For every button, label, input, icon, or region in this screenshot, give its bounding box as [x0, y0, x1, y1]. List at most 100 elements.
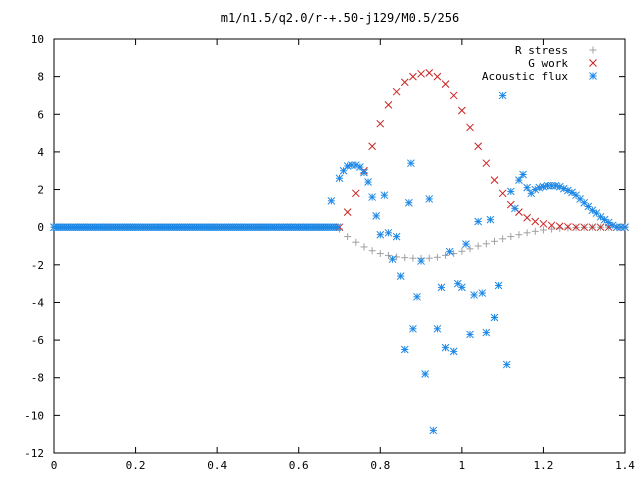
point-plus: [368, 247, 376, 255]
x-tick-label: 0.8: [370, 459, 390, 472]
point-star: [466, 330, 474, 339]
point-plus: [409, 254, 417, 262]
y-tick-label: -4: [31, 296, 45, 309]
point-star: [388, 255, 397, 264]
legend-marker: [589, 59, 597, 67]
legend-label: Acoustic flux: [482, 70, 568, 83]
point-cross: [531, 217, 540, 226]
point-plus: [499, 235, 507, 243]
point-star-baseline: [333, 223, 342, 232]
x-tick-label: 1: [459, 459, 466, 472]
x-tick-label: 0.2: [126, 459, 146, 472]
point-plus: [376, 250, 384, 258]
point-star: [327, 196, 336, 205]
point-star: [486, 215, 495, 224]
series-2: [50, 91, 629, 435]
point-cross: [409, 72, 417, 81]
point-cross: [400, 78, 409, 87]
point-plus: [515, 231, 523, 239]
point-cross: [580, 223, 589, 232]
point-star: [478, 289, 487, 297]
legend-marker: [589, 72, 597, 80]
point-cross: [588, 223, 597, 232]
point-plus: [458, 247, 466, 255]
point-cross: [425, 69, 434, 77]
point-star: [417, 257, 425, 265]
series-0: [336, 223, 629, 262]
point-cross: [539, 219, 548, 228]
point-star: [368, 193, 376, 201]
point-star: [506, 187, 515, 196]
point-cross: [572, 223, 580, 232]
point-star: [356, 163, 364, 171]
point-star: [515, 176, 523, 184]
x-tick-label: 1.2: [533, 459, 553, 472]
point-plus: [474, 242, 482, 250]
point-star: [413, 292, 421, 301]
point-cross: [351, 189, 360, 198]
point-cross: [441, 80, 450, 89]
point-star: [372, 212, 381, 220]
point-cross: [368, 142, 376, 151]
y-tick-label: -2: [31, 259, 44, 272]
point-cross: [564, 222, 572, 231]
point-star: [511, 204, 519, 213]
legend-label: R stress: [515, 44, 568, 57]
point-star: [458, 283, 466, 292]
point-star: [407, 159, 415, 168]
point-star: [502, 360, 511, 369]
point-plus: [384, 251, 392, 259]
point-cross: [384, 101, 393, 109]
data-marks: [50, 69, 629, 435]
y-tick-label: 6: [37, 108, 44, 121]
series-1: [335, 69, 629, 232]
point-cross: [555, 222, 564, 231]
y-tick-label: -10: [24, 409, 44, 422]
point-star: [523, 183, 531, 192]
point-star: [429, 426, 438, 435]
point-star: [445, 247, 454, 256]
x-tick-label: 0: [51, 459, 58, 472]
point-plus: [539, 226, 547, 234]
point-star: [433, 324, 442, 333]
point-plus: [442, 251, 450, 259]
y-tick-label: 10: [31, 33, 44, 46]
point-star: [396, 272, 405, 280]
point-cross: [498, 189, 507, 198]
point-plus: [482, 240, 490, 248]
point-star: [498, 91, 507, 100]
legend-label: G work: [528, 57, 568, 70]
point-plus: [523, 229, 531, 237]
point-star: [474, 217, 483, 226]
point-cross: [458, 106, 466, 115]
point-cross: [343, 208, 352, 216]
point-star: [421, 370, 430, 378]
y-tick-label: 0: [37, 221, 44, 234]
point-star: [490, 313, 499, 322]
point-cross: [596, 223, 605, 232]
legend-marker: [589, 46, 597, 54]
point-plus: [507, 233, 515, 241]
point-cross: [482, 159, 491, 168]
point-star: [380, 191, 389, 200]
point-star: [425, 195, 434, 203]
y-tick-label: -6: [31, 334, 44, 347]
point-plus: [360, 243, 368, 251]
point-star: [376, 230, 385, 239]
x-tick-label: 0.4: [207, 459, 227, 472]
point-plus: [490, 237, 498, 245]
point-star: [335, 174, 344, 183]
point-plus: [466, 245, 474, 253]
x-tick-label: 1.4: [615, 459, 635, 472]
point-star: [449, 347, 458, 356]
point-cross: [490, 176, 499, 184]
point-cross: [433, 72, 442, 81]
point-star: [494, 281, 503, 290]
point-plus: [531, 227, 539, 235]
point-plus: [352, 238, 360, 246]
point-cross: [417, 69, 425, 78]
axes: 0 0.2 0.4 0.6 0.8 1 1.2 1.4 10 8 6 4 2 0 -2 -4 -6 -8 -10 -1…: [24, 33, 635, 472]
point-star: [364, 178, 372, 186]
x-tick-label: 0.6: [289, 459, 309, 472]
y-tick-label: 2: [37, 184, 44, 197]
